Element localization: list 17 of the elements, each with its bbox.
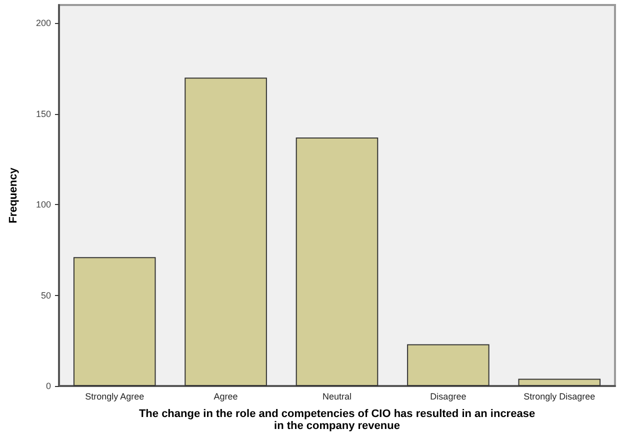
bar [407,344,490,386]
y-tick-label: 100 [36,200,51,210]
y-tick-label: 50 [40,290,51,300]
x-tick-label: Strongly Disagree [524,392,596,402]
x-axis-title: The change in the role and competencies of CIO has resulted in an increase in the company revenue [138,408,536,432]
y-tick-label: 0 [46,381,51,391]
bar [296,137,378,386]
x-tick-label: Disagree [430,392,466,402]
bar [73,257,156,386]
bar [184,78,267,386]
x-tick-label: Neutral [322,392,352,402]
x-tick-label: Agree [214,392,238,402]
y-tick-label: 200 [36,18,51,28]
bar [518,378,601,386]
y-axis-title: Frequency [8,166,20,224]
y-tick-label: 150 [36,108,51,119]
x-tick-label: Strongly Agree [85,392,144,402]
